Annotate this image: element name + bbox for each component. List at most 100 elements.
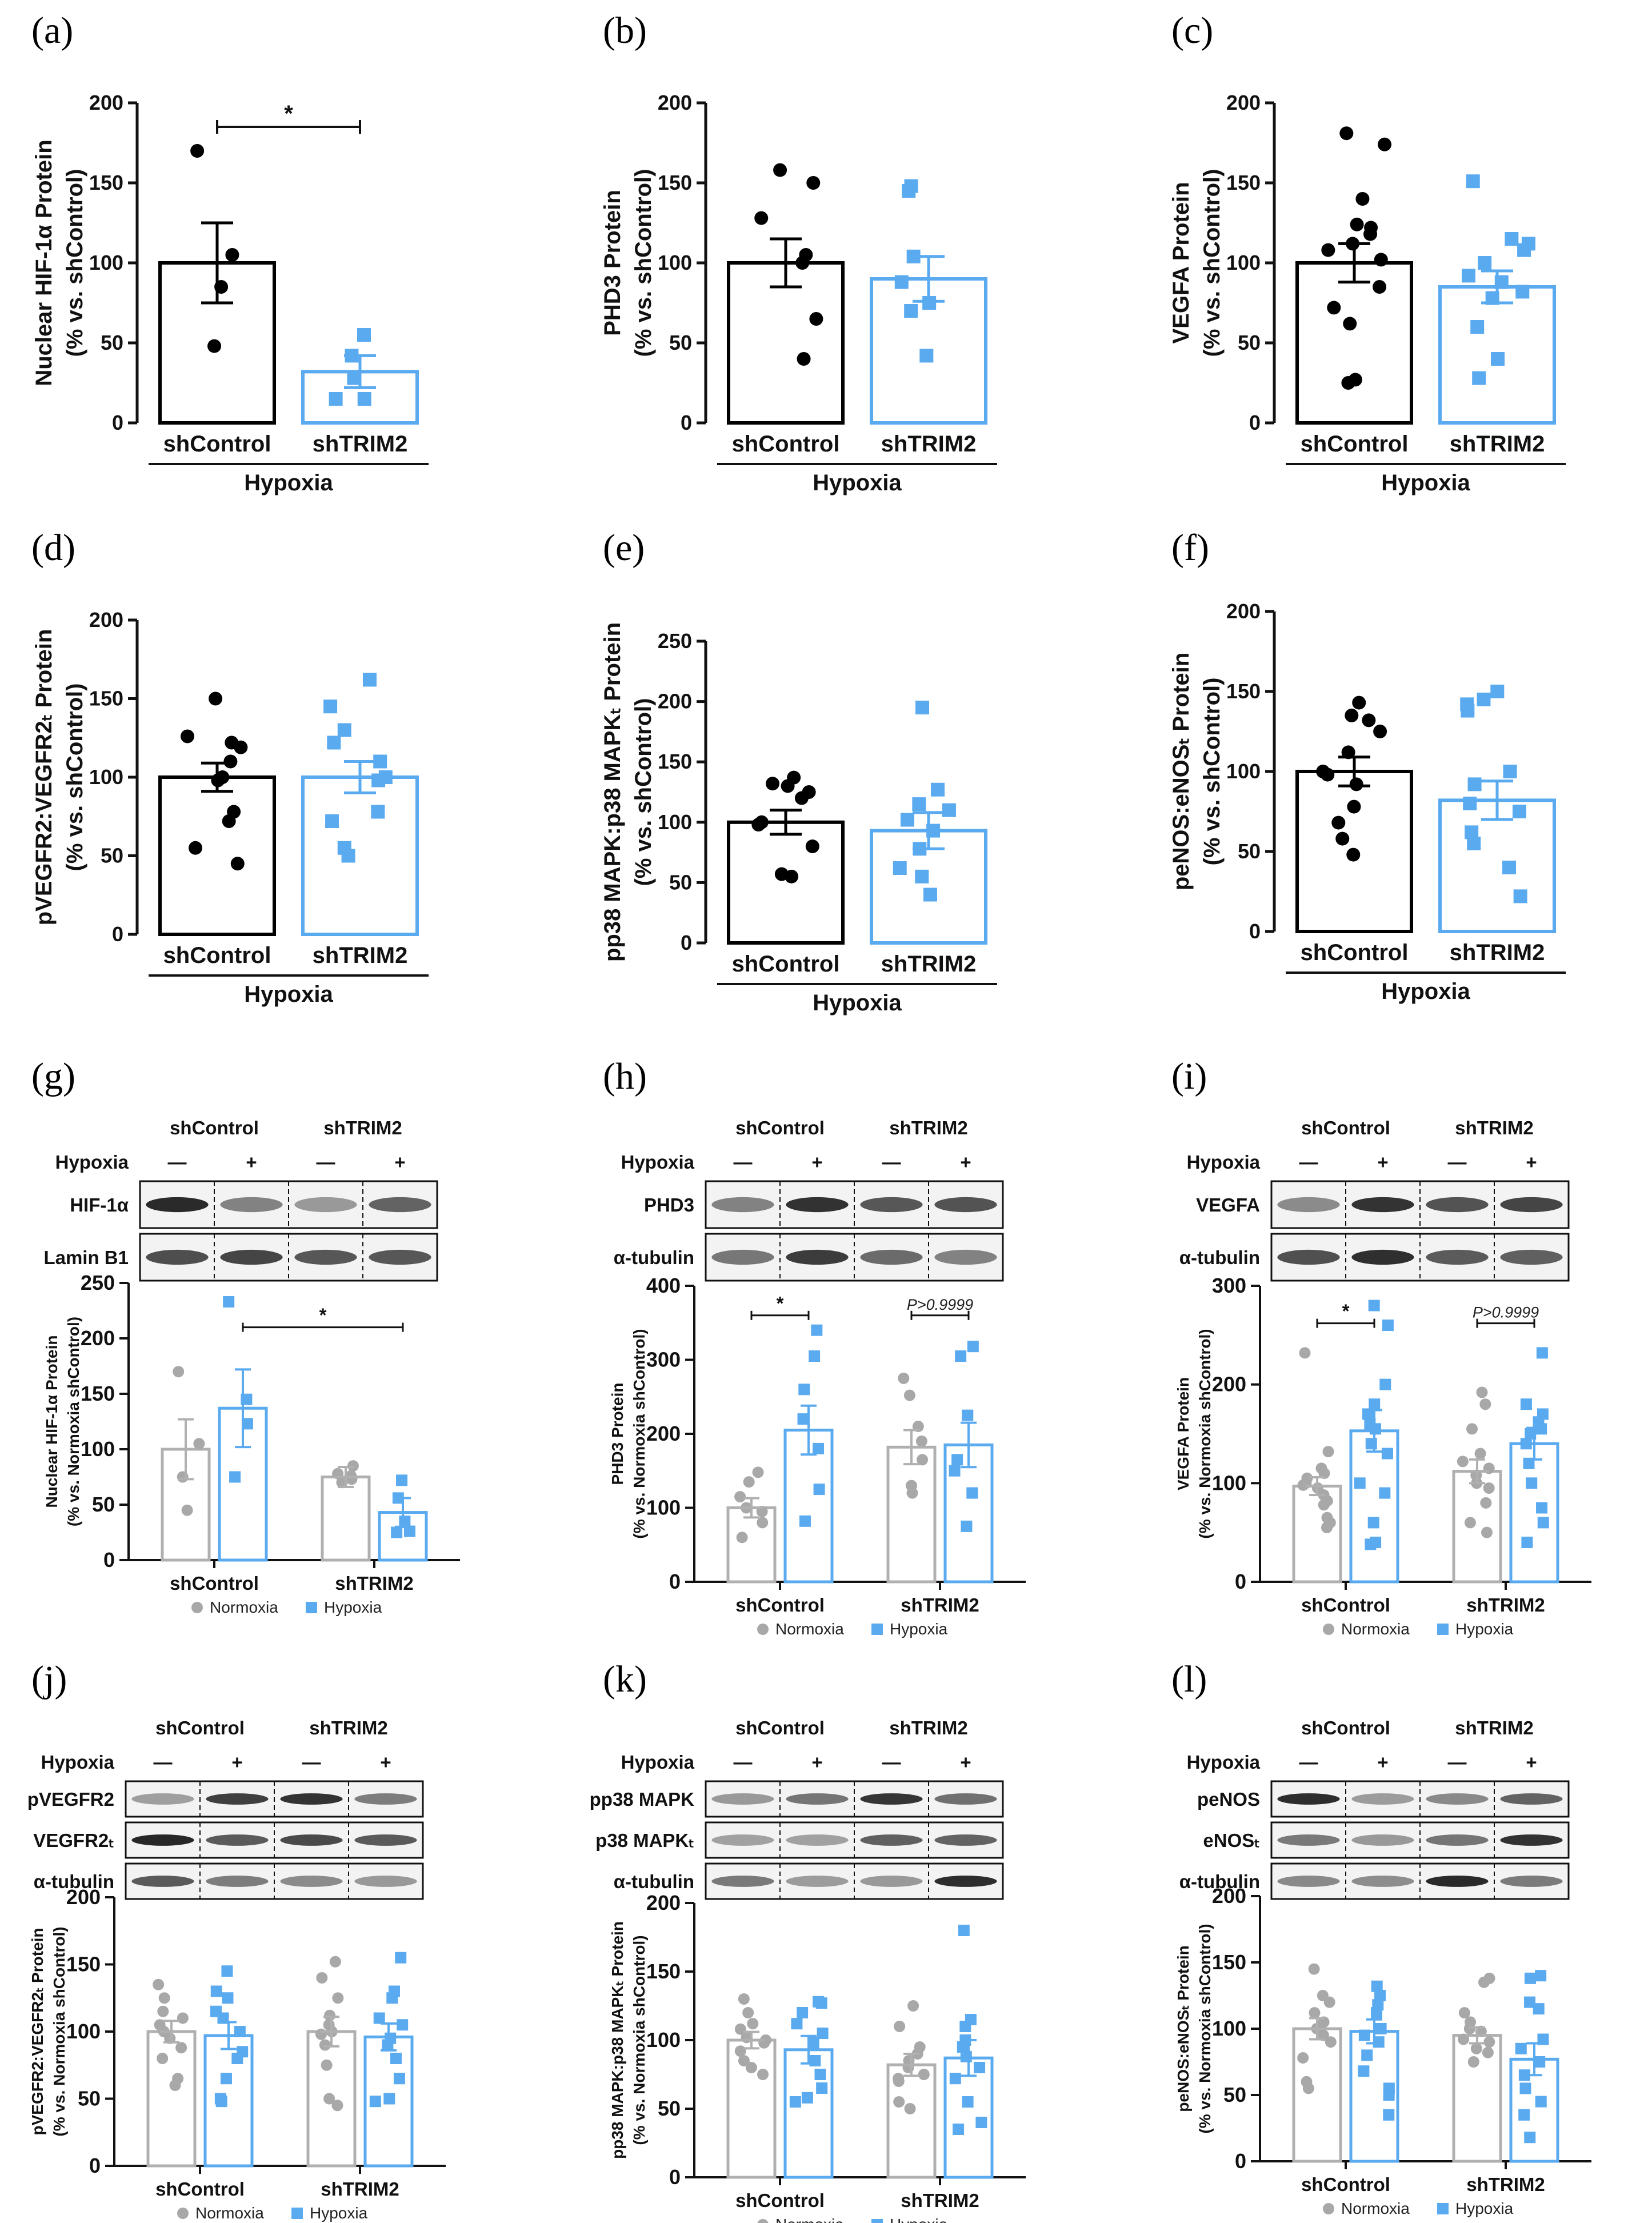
panel-h: (h) shControl shTRIM2 Hypoxia — + — + PHD3 α-tubu… xyxy=(603,1055,1026,1638)
data-point xyxy=(329,1956,341,1968)
data-point xyxy=(327,735,341,750)
panel-label: (l) xyxy=(1171,1658,1207,1700)
data-point xyxy=(395,1952,407,1964)
y-tick-label: 50 xyxy=(78,2087,101,2110)
data-point xyxy=(781,779,795,793)
legend-marker-normoxia xyxy=(177,2208,189,2219)
minus-sign: — xyxy=(1299,1752,1318,1773)
bar-shTRIM2 xyxy=(301,775,419,936)
data-point xyxy=(797,352,811,366)
data-point xyxy=(403,1525,415,1537)
data-point xyxy=(915,701,930,715)
data-point xyxy=(907,2000,919,2012)
data-point xyxy=(917,1454,929,1466)
blot-hypoxia-label: Hypoxia xyxy=(1187,1752,1261,1773)
y-tick-label: 150 xyxy=(81,1382,115,1405)
panel-j: (j) shControl shTRIM2 Hypoxia — + — + pVEGFR2 VEG… xyxy=(27,1658,446,2222)
y-tick-label: 100 xyxy=(66,2020,101,2043)
data-point xyxy=(814,2069,826,2080)
plus-sign: + xyxy=(811,1752,822,1773)
plus-sign: + xyxy=(231,1752,242,1773)
data-point xyxy=(207,339,222,353)
blot-band xyxy=(354,1876,417,1887)
data-point xyxy=(325,814,339,828)
y-axis-title-line2: (% vs. shControl) xyxy=(62,169,87,357)
significance-marker: * xyxy=(284,101,293,126)
data-point xyxy=(1365,1538,1377,1550)
data-point xyxy=(974,2062,986,2073)
data-point xyxy=(1467,2056,1479,2068)
x-category-label: shTRIM2 xyxy=(335,1573,414,1594)
blot-band xyxy=(206,1793,269,1805)
blot-row-label: pp38 MAPK xyxy=(590,1789,695,1810)
data-point xyxy=(815,1997,827,2009)
y-tick-label: 250 xyxy=(81,1271,115,1294)
data-point xyxy=(1526,1477,1538,1489)
significance-marker: P>0.9999 xyxy=(907,1296,973,1313)
data-point xyxy=(1321,1522,1333,1534)
data-point xyxy=(1466,1423,1478,1435)
y-tick-label: 100 xyxy=(89,765,123,789)
data-point xyxy=(158,1992,170,2004)
group-label: Hypoxia xyxy=(1381,470,1470,495)
data-point xyxy=(1472,371,1486,385)
data-point xyxy=(1482,2046,1494,2058)
data-point xyxy=(215,2096,227,2108)
data-point xyxy=(341,849,355,863)
y-axis-title-line2: (% vs. Normoxia shControl) xyxy=(65,1317,82,1526)
blot-row-label: α-tubulin xyxy=(1179,1871,1260,1892)
blot-band xyxy=(934,1197,997,1213)
minus-sign: — xyxy=(882,1152,901,1173)
y-axis-title-line1: VEGFA Protein xyxy=(1174,1377,1192,1490)
data-point xyxy=(757,2069,769,2080)
data-point xyxy=(323,699,338,714)
panel-label: (k) xyxy=(603,1658,647,1700)
data-point xyxy=(811,1324,823,1336)
blot-band xyxy=(1351,1834,1414,1846)
y-axis-title-line2: (% vs. shControl) xyxy=(631,169,656,357)
data-point xyxy=(234,740,248,754)
data-point xyxy=(798,1384,810,1396)
data-point xyxy=(975,2117,987,2128)
blot-band xyxy=(934,1249,997,1265)
plus-sign: + xyxy=(960,1152,971,1173)
blot-band xyxy=(786,1876,849,1887)
data-point xyxy=(1518,2109,1530,2121)
x-category-label: shTRIM2 xyxy=(1466,1594,1545,1616)
data-point xyxy=(1367,1517,1379,1529)
y-axis-label: pp38 MAPK:p38 MAPKₜ Protein (% vs. Normox… xyxy=(609,1921,648,2159)
data-point xyxy=(923,887,937,902)
data-point xyxy=(1517,243,1531,257)
data-point xyxy=(893,2096,905,2108)
data-point xyxy=(1308,1963,1320,1975)
data-point xyxy=(180,729,194,743)
data-point xyxy=(1383,2109,1395,2121)
data-point xyxy=(789,2096,801,2108)
y-axis-title-line2: (% vs. Normoxia shControl) xyxy=(1196,1924,1214,2133)
y-axis-label: pVEGFR2:VEGFR2ₜ Protein (% vs. Normoxia s… xyxy=(29,1926,68,2136)
data-point xyxy=(1479,1398,1491,1410)
data-point xyxy=(332,1992,344,2004)
y-tick-label: 0 xyxy=(112,411,123,434)
x-category-label: shControl xyxy=(1301,431,1409,457)
blot-band xyxy=(354,1793,417,1805)
blot-hypoxia-label: Hypoxia xyxy=(1187,1152,1261,1173)
blot-band xyxy=(711,1793,774,1805)
data-point xyxy=(1536,1347,1548,1359)
data-point xyxy=(1354,1477,1366,1489)
data-point xyxy=(169,2080,181,2091)
data-point xyxy=(1533,2003,1545,2015)
data-point xyxy=(765,777,779,791)
data-point xyxy=(1483,1482,1495,1494)
y-axis-title-line2: (% vs. Normoxia shControl) xyxy=(50,1926,68,2136)
y-tick-label: 100 xyxy=(1212,1471,1246,1494)
blot-group-label: shTRIM2 xyxy=(323,1117,402,1138)
data-point xyxy=(217,2012,229,2024)
blot-band xyxy=(1277,1793,1340,1805)
blot-band xyxy=(1426,1249,1489,1265)
data-point xyxy=(1470,320,1485,334)
data-point xyxy=(1363,227,1378,241)
data-point xyxy=(813,1484,825,1496)
data-point xyxy=(383,2093,395,2105)
data-point xyxy=(902,184,916,198)
